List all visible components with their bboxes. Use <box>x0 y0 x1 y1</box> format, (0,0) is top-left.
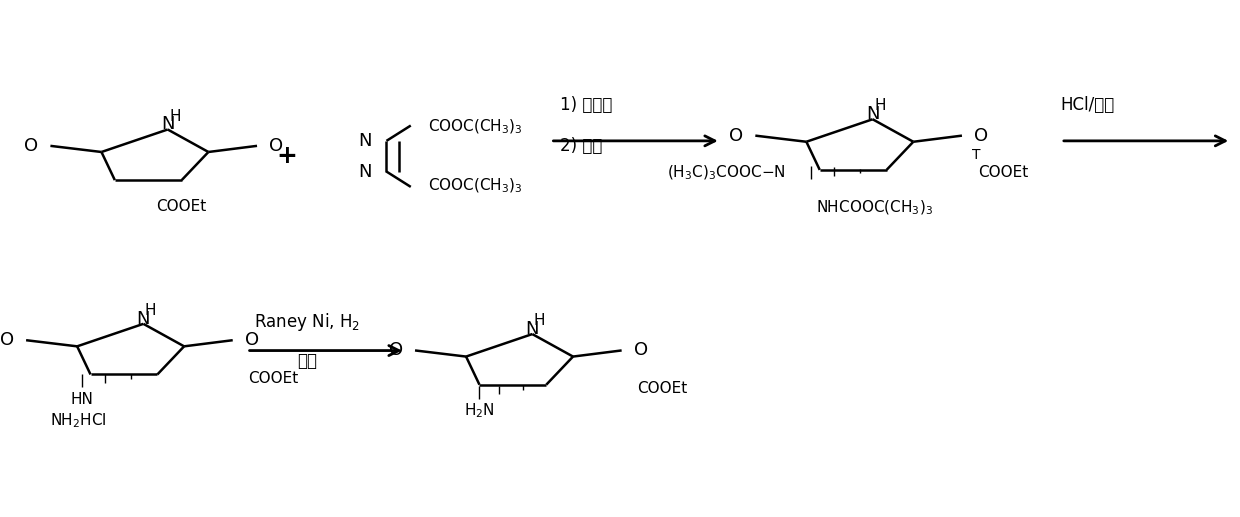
Text: O: O <box>634 341 649 359</box>
Text: N: N <box>136 310 150 328</box>
Text: COOEt: COOEt <box>978 165 1028 180</box>
Text: 2) 溶剂: 2) 溶剂 <box>560 137 603 155</box>
Text: O: O <box>269 137 284 155</box>
Text: COOC(CH$_3$)$_3$: COOC(CH$_3$)$_3$ <box>428 177 522 195</box>
Text: COOEt: COOEt <box>156 199 207 214</box>
Text: 1) 催化剂: 1) 催化剂 <box>560 96 613 114</box>
Text: (H$_3$C)$_3$COOC−N: (H$_3$C)$_3$COOC−N <box>667 163 786 181</box>
Text: N: N <box>526 320 539 338</box>
Text: T: T <box>972 147 980 161</box>
Text: O: O <box>975 127 988 145</box>
Text: H: H <box>145 303 156 318</box>
Text: O: O <box>246 331 259 349</box>
Text: N: N <box>866 105 879 123</box>
Text: H: H <box>874 98 885 113</box>
Text: O: O <box>24 137 38 155</box>
Text: H: H <box>534 313 546 328</box>
Text: O: O <box>729 127 743 145</box>
Text: Raney Ni, H$_2$: Raney Ni, H$_2$ <box>254 311 361 333</box>
Text: NH$_2$HCl: NH$_2$HCl <box>50 411 107 430</box>
Text: COOC(CH$_3$)$_3$: COOC(CH$_3$)$_3$ <box>428 117 522 136</box>
Text: O: O <box>0 331 14 349</box>
Text: N: N <box>161 115 175 133</box>
Text: N: N <box>358 132 372 150</box>
Text: COOEt: COOEt <box>637 382 688 397</box>
Text: 溶剂: 溶剂 <box>298 352 317 370</box>
Text: HCl/溶剂: HCl/溶剂 <box>1060 96 1115 114</box>
Text: HN: HN <box>71 391 93 406</box>
Text: H: H <box>169 109 181 124</box>
Text: COOEt: COOEt <box>248 371 299 386</box>
Text: H$_2$N: H$_2$N <box>464 401 495 420</box>
Text: +: + <box>277 144 298 168</box>
Text: N: N <box>358 162 372 180</box>
Text: O: O <box>388 341 403 359</box>
Text: NHCOOC(CH$_3$)$_3$: NHCOOC(CH$_3$)$_3$ <box>816 199 932 218</box>
